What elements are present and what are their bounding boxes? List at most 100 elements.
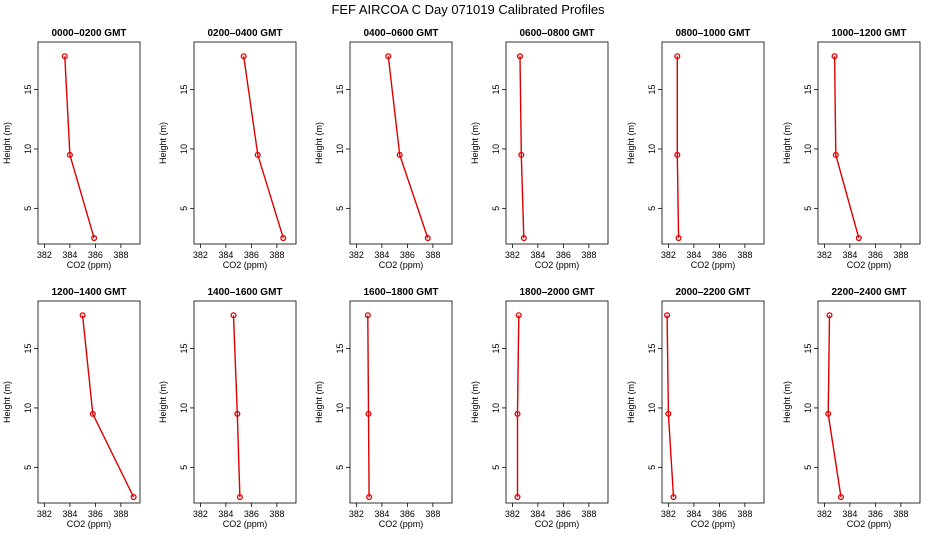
- profile-point: [236, 494, 243, 501]
- x-axis-label: CO2 (ppm): [535, 519, 580, 529]
- profile-point: [366, 494, 373, 501]
- y-tick-label: 15: [491, 85, 501, 95]
- x-tick-label: 386: [556, 250, 571, 260]
- y-tick-label: 10: [23, 144, 33, 154]
- x-tick-label: 382: [817, 250, 832, 260]
- y-tick-label: 5: [647, 206, 657, 211]
- y-tick-label: 5: [335, 206, 345, 211]
- x-tick-label: 388: [113, 509, 128, 519]
- x-tick-label: 384: [62, 250, 77, 260]
- profile-line: [833, 56, 860, 239]
- plot-frame: [193, 41, 297, 245]
- y-tick-label: 10: [23, 403, 33, 413]
- profile-point: [855, 235, 862, 242]
- profile-line: [516, 315, 520, 498]
- x-axis-label: CO2 (ppm): [691, 260, 736, 270]
- plot-frame: [37, 300, 141, 504]
- profile-point: [664, 312, 671, 319]
- y-tick-label: 5: [491, 465, 501, 470]
- profile-point: [515, 312, 522, 319]
- y-tick-label: 5: [23, 206, 33, 211]
- x-axis-label: CO2 (ppm): [67, 519, 112, 529]
- y-axis-label: Height (m): [470, 122, 480, 164]
- x-tick-label: 386: [244, 250, 259, 260]
- x-tick-label: 384: [842, 250, 857, 260]
- x-tick-label: 384: [842, 509, 857, 519]
- profile-line: [519, 56, 525, 239]
- profile-point: [89, 410, 96, 417]
- x-tick-label: 386: [88, 250, 103, 260]
- profile-panel: 0600–0800 GMT 382 384 386 388 5 10 15 CO2 (ppm) H…: [470, 28, 609, 270]
- profile-panel: 0800–1000 GMT 382 384 386 388 5 10 15 CO2 (ppm) H…: [626, 28, 765, 270]
- x-axis-label: CO2 (ppm): [847, 519, 892, 529]
- x-tick-label: 388: [893, 509, 908, 519]
- profile-line: [232, 315, 241, 498]
- x-tick-label: 388: [737, 509, 752, 519]
- y-axis-label: Height (m): [782, 381, 792, 423]
- profile-point: [831, 53, 838, 60]
- x-axis-label: CO2 (ppm): [847, 260, 892, 270]
- profile-point: [66, 151, 73, 158]
- profile-point: [424, 235, 431, 242]
- panel-title: 1600–1800 GMT: [363, 287, 438, 298]
- panel-title: 1400–1600 GMT: [207, 287, 282, 298]
- x-tick-label: 384: [530, 509, 545, 519]
- y-tick-label: 15: [23, 85, 33, 95]
- x-axis-label: CO2 (ppm): [379, 260, 424, 270]
- chart-panels: 0000–0200 GMT 382 384 386 388 5 10 15 CO2 (ppm) H…: [2, 28, 921, 529]
- x-tick-label: 388: [893, 250, 908, 260]
- profile-point: [825, 410, 832, 417]
- y-tick-label: 10: [179, 144, 189, 154]
- panel-title: 1200–1400 GMT: [51, 287, 126, 298]
- y-axis-label: Height (m): [2, 381, 12, 423]
- y-tick-label: 15: [803, 344, 813, 354]
- plot-frame: [505, 41, 609, 245]
- y-tick-label: 10: [335, 403, 345, 413]
- y-tick-label: 10: [647, 403, 657, 413]
- profile-panel: 1800–2000 GMT 382 384 386 388 5 10 15 CO2 (ppm) H…: [470, 287, 609, 529]
- y-tick-label: 5: [647, 465, 657, 470]
- profile-point: [79, 312, 86, 319]
- x-tick-label: 384: [218, 250, 233, 260]
- profile-panel: 2200–2400 GMT 382 384 386 388 5 10 15 CO2 (ppm) H…: [782, 287, 921, 529]
- profile-line: [64, 56, 95, 239]
- plot-frame: [349, 41, 453, 245]
- figure-title: FEF AIRCOA C Day 071019 Calibrated Profi…: [331, 2, 605, 17]
- y-tick-label: 15: [647, 85, 657, 95]
- profile-point: [230, 312, 237, 319]
- x-tick-label: 388: [581, 509, 596, 519]
- plot-frame: [817, 41, 921, 245]
- y-axis-label: Height (m): [314, 381, 324, 423]
- profile-point: [518, 151, 525, 158]
- profile-point: [826, 312, 833, 319]
- panel-title: 2000–2200 GMT: [675, 287, 750, 298]
- x-tick-label: 382: [349, 250, 364, 260]
- y-tick-label: 15: [179, 85, 189, 95]
- y-tick-label: 15: [803, 85, 813, 95]
- x-tick-label: 382: [193, 509, 208, 519]
- profile-panel: 0400–0600 GMT 382 384 386 388 5 10 15 CO2 (ppm) H…: [314, 28, 453, 270]
- profile-line: [827, 315, 842, 498]
- profile-panel: 1400–1600 GMT 382 384 386 388 5 10 15 CO2 (ppm) H…: [158, 287, 297, 529]
- profile-point: [254, 151, 261, 158]
- panel-title: 1000–1200 GMT: [831, 28, 906, 39]
- x-tick-label: 382: [37, 509, 52, 519]
- y-axis-label: Height (m): [626, 381, 636, 423]
- x-axis-label: CO2 (ppm): [535, 260, 580, 270]
- profile-point: [514, 410, 521, 417]
- panel-title: 1800–2000 GMT: [519, 287, 594, 298]
- plot-frame: [661, 41, 765, 245]
- x-tick-label: 388: [737, 250, 752, 260]
- profile-point: [514, 494, 521, 501]
- x-tick-label: 388: [425, 509, 440, 519]
- panel-title: 2200–2400 GMT: [831, 287, 906, 298]
- y-tick-label: 5: [23, 465, 33, 470]
- x-tick-label: 382: [193, 250, 208, 260]
- profile-panel: 1000–1200 GMT 382 384 386 388 5 10 15 CO2 (ppm) H…: [782, 28, 921, 270]
- y-axis-label: Height (m): [782, 122, 792, 164]
- x-tick-label: 388: [113, 250, 128, 260]
- x-tick-label: 384: [530, 250, 545, 260]
- x-tick-label: 386: [712, 250, 727, 260]
- x-tick-label: 382: [661, 509, 676, 519]
- x-tick-label: 382: [817, 509, 832, 519]
